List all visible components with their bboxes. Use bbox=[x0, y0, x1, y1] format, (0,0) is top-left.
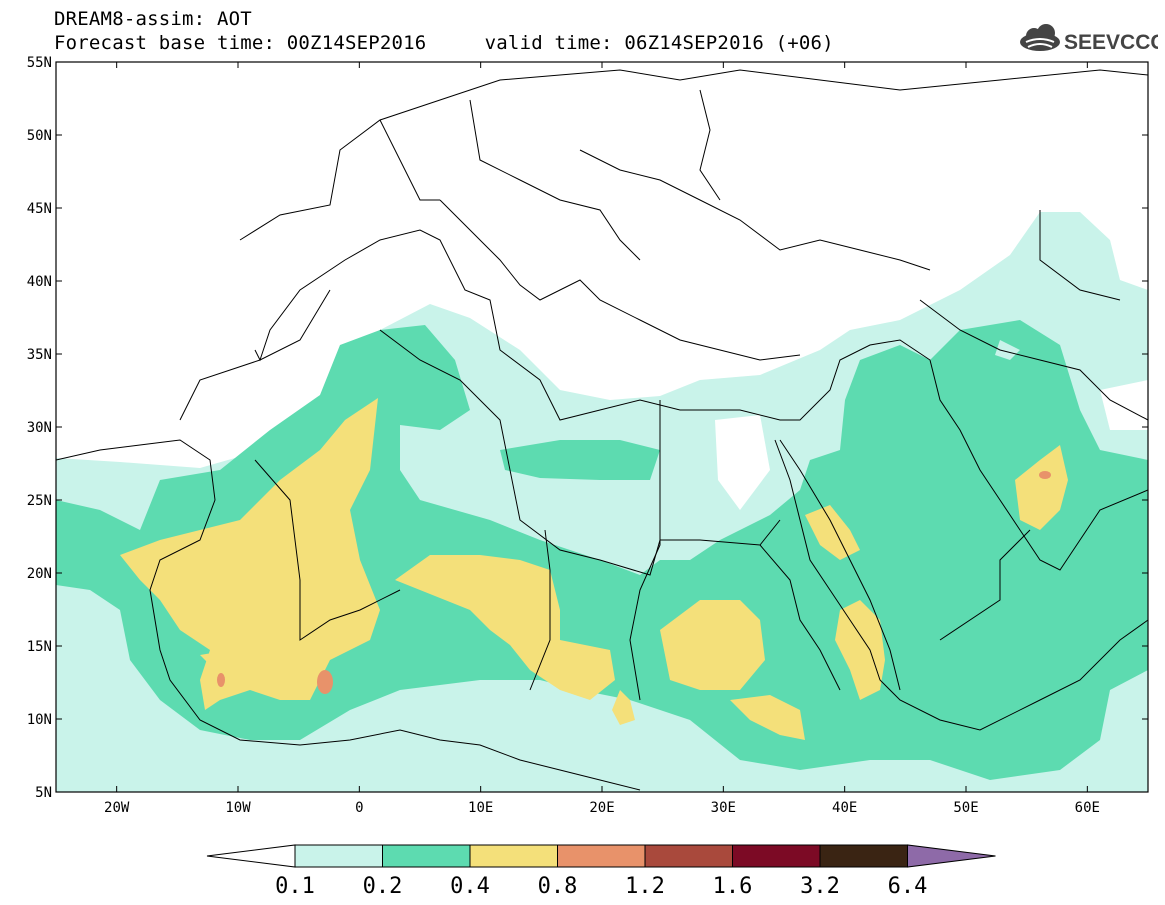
cloud-icon bbox=[1020, 24, 1060, 51]
colorbar-level-label: 0.2 bbox=[363, 874, 403, 899]
colorbar-high-triangle bbox=[907, 844, 996, 868]
lat-tick-label: 45N bbox=[27, 201, 52, 217]
colorbar-level-label: 0.4 bbox=[450, 874, 490, 899]
lat-tick-label: 50N bbox=[27, 128, 52, 144]
lon-tick-label: 20W bbox=[104, 800, 130, 816]
time-line: Forecast base time: 00Z14SEP2016 valid t… bbox=[54, 32, 834, 54]
colorbar-low-triangle bbox=[206, 844, 296, 868]
colorbar-segment bbox=[469, 844, 558, 868]
lon-tick-label: 50E bbox=[953, 800, 978, 816]
lon-tick-label: 20E bbox=[589, 800, 614, 816]
lon-tick-label: 10E bbox=[468, 800, 493, 816]
lat-tick-label: 10N bbox=[27, 712, 52, 728]
colorbar-segment bbox=[382, 844, 471, 868]
aot-level-0-4 bbox=[120, 398, 1068, 740]
colorbar-segment bbox=[644, 844, 733, 868]
valid-time-label: valid time: 06Z14SEP2016 (+06) bbox=[484, 32, 834, 54]
lat-tick-label: 40N bbox=[27, 274, 52, 290]
lat-tick-label: 35N bbox=[27, 347, 52, 363]
longitude-axis: 20W 10W 0 10E 20E 30E 40E 50E 60E bbox=[104, 62, 1100, 816]
colorbar-segment bbox=[294, 844, 383, 868]
lon-tick-label: 10W bbox=[225, 800, 251, 816]
lat-tick-label: 55N bbox=[27, 55, 52, 71]
lon-tick-label: 60E bbox=[1075, 800, 1100, 816]
chart-title: DREAM8-assim: AOT bbox=[54, 8, 252, 30]
lat-tick-label: 20N bbox=[27, 566, 52, 582]
colorbar-segment bbox=[732, 844, 821, 868]
colorbar-segment bbox=[819, 844, 908, 868]
lon-tick-label: 0 bbox=[355, 800, 363, 816]
seevccc-logo: SEEVCCC bbox=[1018, 22, 1165, 56]
colorbar-level-label: 6.4 bbox=[888, 874, 928, 899]
colorbar-level-label: 0.8 bbox=[538, 874, 578, 899]
coastlines-borders bbox=[56, 69, 1148, 791]
base-time-label: Forecast base time: 00Z14SEP2016 bbox=[54, 32, 427, 54]
colorbar-level-label: 1.6 bbox=[713, 874, 753, 899]
lon-tick-label: 30E bbox=[711, 800, 736, 816]
colorbar-level-label: 1.2 bbox=[625, 874, 665, 899]
lat-tick-label: 15N bbox=[27, 639, 52, 655]
aot-level-0-8 bbox=[217, 471, 1051, 694]
aot-field bbox=[56, 212, 1148, 792]
lat-tick-label: 5N bbox=[35, 785, 52, 801]
lat-tick-label: 30N bbox=[27, 420, 52, 436]
logo-text: SEEVCCC bbox=[1064, 31, 1158, 54]
colorbar-level-label: 3.2 bbox=[800, 874, 840, 899]
latitude-axis: 55N 50N 45N 40N 35N 30N 25N 20N 15N 10N 5N bbox=[27, 55, 1148, 801]
colorbar-segment bbox=[557, 844, 646, 868]
colorbar: 0.1 0.2 0.4 0.8 1.2 1.6 3.2 6.4 bbox=[206, 844, 996, 899]
lon-tick-label: 40E bbox=[832, 800, 857, 816]
colorbar-level-label: 0.1 bbox=[275, 874, 315, 899]
lat-tick-label: 25N bbox=[27, 493, 52, 509]
